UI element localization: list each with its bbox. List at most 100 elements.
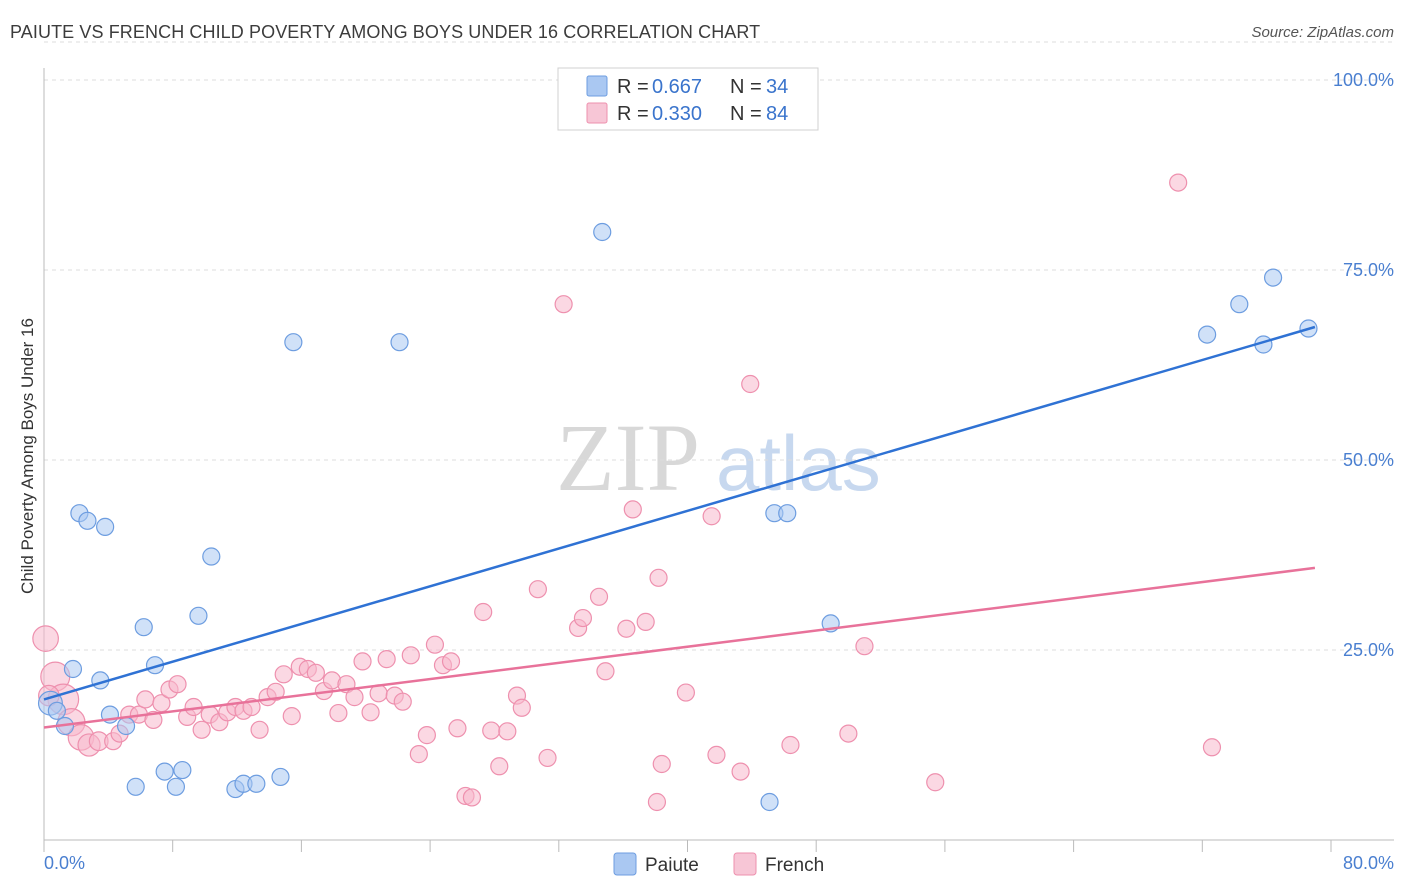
french-trend-line bbox=[43, 566, 1316, 729]
paiute-point bbox=[134, 618, 153, 637]
french-point bbox=[306, 663, 325, 682]
paiute-point bbox=[155, 762, 174, 781]
watermark-atlas: atlas bbox=[716, 419, 881, 507]
correlation-legend: R = 0.667 N = 34 R = 0.330 N = 84 bbox=[557, 67, 819, 131]
paiute-point bbox=[390, 333, 409, 352]
french-point bbox=[707, 745, 726, 764]
french-point bbox=[345, 688, 364, 707]
y-tick-label-100: 100.0% bbox=[1333, 70, 1394, 90]
legend-french-n-label: N = bbox=[730, 103, 762, 125]
paiute-point bbox=[166, 777, 186, 796]
french-point bbox=[490, 757, 509, 776]
paiute-point bbox=[247, 774, 266, 793]
series-legend: Paiute French bbox=[613, 852, 824, 876]
french-point bbox=[168, 675, 187, 694]
gridlines bbox=[44, 41, 1394, 651]
french-point bbox=[731, 762, 750, 781]
french-point bbox=[192, 720, 211, 739]
french-point bbox=[361, 703, 380, 722]
legend-french-r-value: 0.330 bbox=[652, 103, 702, 125]
paiute-point bbox=[284, 333, 303, 352]
french-point bbox=[1169, 173, 1188, 192]
paiute-points bbox=[37, 222, 1318, 812]
french-point bbox=[538, 748, 557, 768]
paiute-point bbox=[202, 547, 221, 566]
bottom-legend-paiute-swatch bbox=[613, 852, 637, 876]
paiute-point bbox=[593, 222, 612, 242]
legend-french-r-label: R = bbox=[617, 103, 649, 125]
french-point bbox=[926, 773, 945, 792]
watermark-zip: ZIP bbox=[556, 404, 700, 511]
y-tick-label-25: 25.0% bbox=[1343, 640, 1394, 660]
paiute-point bbox=[78, 511, 97, 530]
legend-french-swatch bbox=[586, 102, 608, 124]
paiute-point bbox=[1230, 295, 1249, 314]
paiute-point bbox=[116, 716, 136, 736]
french-point bbox=[1202, 738, 1222, 757]
bottom-legend-french-label: French bbox=[765, 855, 824, 876]
chart-title: PAIUTE VS FRENCH CHILD POVERTY AMONG BOY… bbox=[10, 22, 761, 42]
legend-paiute-n-value: 34 bbox=[766, 76, 788, 98]
french-point bbox=[353, 652, 372, 671]
french-point bbox=[649, 568, 668, 587]
paiute-point bbox=[271, 767, 290, 787]
french-point bbox=[329, 703, 348, 723]
french-point bbox=[282, 707, 301, 726]
paiute-point bbox=[173, 760, 192, 780]
paiute-trend-line bbox=[43, 325, 1316, 701]
legend-paiute-swatch bbox=[586, 75, 608, 97]
french-point bbox=[32, 625, 59, 652]
source-credit: Source: ZipAtlas.com bbox=[1251, 24, 1394, 41]
y-tick-labels: 25.0% 50.0% 75.0% 100.0% bbox=[1333, 70, 1394, 660]
paiute-point bbox=[189, 606, 208, 625]
french-point bbox=[448, 719, 467, 738]
french-point bbox=[855, 637, 874, 656]
paiute-point bbox=[47, 701, 66, 720]
french-point bbox=[652, 754, 671, 774]
paiute-point bbox=[63, 659, 83, 679]
french-point bbox=[589, 587, 609, 606]
french-point bbox=[781, 735, 800, 755]
paiute-point bbox=[778, 504, 797, 523]
french-point bbox=[636, 612, 655, 631]
french-point bbox=[482, 721, 501, 740]
french-point bbox=[528, 580, 547, 599]
french-point bbox=[266, 682, 285, 701]
french-point bbox=[702, 507, 721, 526]
legend-paiute-r-value: 0.667 bbox=[652, 76, 702, 98]
french-point bbox=[425, 635, 445, 654]
french-point bbox=[401, 646, 420, 665]
x-tick-label-max: 80.0% bbox=[1343, 853, 1394, 873]
paiute-point bbox=[760, 792, 779, 812]
y-axis-label: Child Poverty Among Boys Under 16 bbox=[18, 318, 37, 594]
legend-paiute-r-label: R = bbox=[617, 76, 649, 98]
y-tick-label-75: 75.0% bbox=[1343, 260, 1394, 280]
french-point bbox=[623, 500, 642, 519]
paiute-point bbox=[1198, 325, 1217, 344]
french-point bbox=[409, 745, 428, 764]
x-ticks bbox=[43, 840, 1332, 852]
legend-paiute-n-label: N = bbox=[730, 76, 762, 98]
y-tick-label-50: 50.0% bbox=[1343, 450, 1394, 470]
french-point bbox=[839, 724, 858, 743]
bottom-legend-french-swatch bbox=[733, 852, 757, 876]
paiute-point bbox=[1263, 268, 1283, 287]
french-point bbox=[617, 619, 636, 638]
french-point bbox=[377, 650, 396, 669]
french-point bbox=[274, 665, 293, 684]
french-point bbox=[512, 698, 531, 717]
paiute-point bbox=[96, 517, 115, 536]
legend-french-n-value: 84 bbox=[766, 103, 788, 125]
paiute-point bbox=[126, 777, 145, 796]
bottom-legend-paiute-label: Paiute bbox=[645, 855, 699, 876]
trend-lines bbox=[43, 325, 1316, 729]
french-point bbox=[596, 662, 615, 681]
french-point bbox=[441, 652, 461, 671]
french-point bbox=[474, 602, 493, 622]
french-point bbox=[498, 722, 517, 741]
french-point bbox=[647, 792, 667, 812]
x-tick-label-min: 0.0% bbox=[44, 853, 85, 873]
french-point bbox=[462, 788, 482, 807]
french-point bbox=[144, 710, 163, 730]
